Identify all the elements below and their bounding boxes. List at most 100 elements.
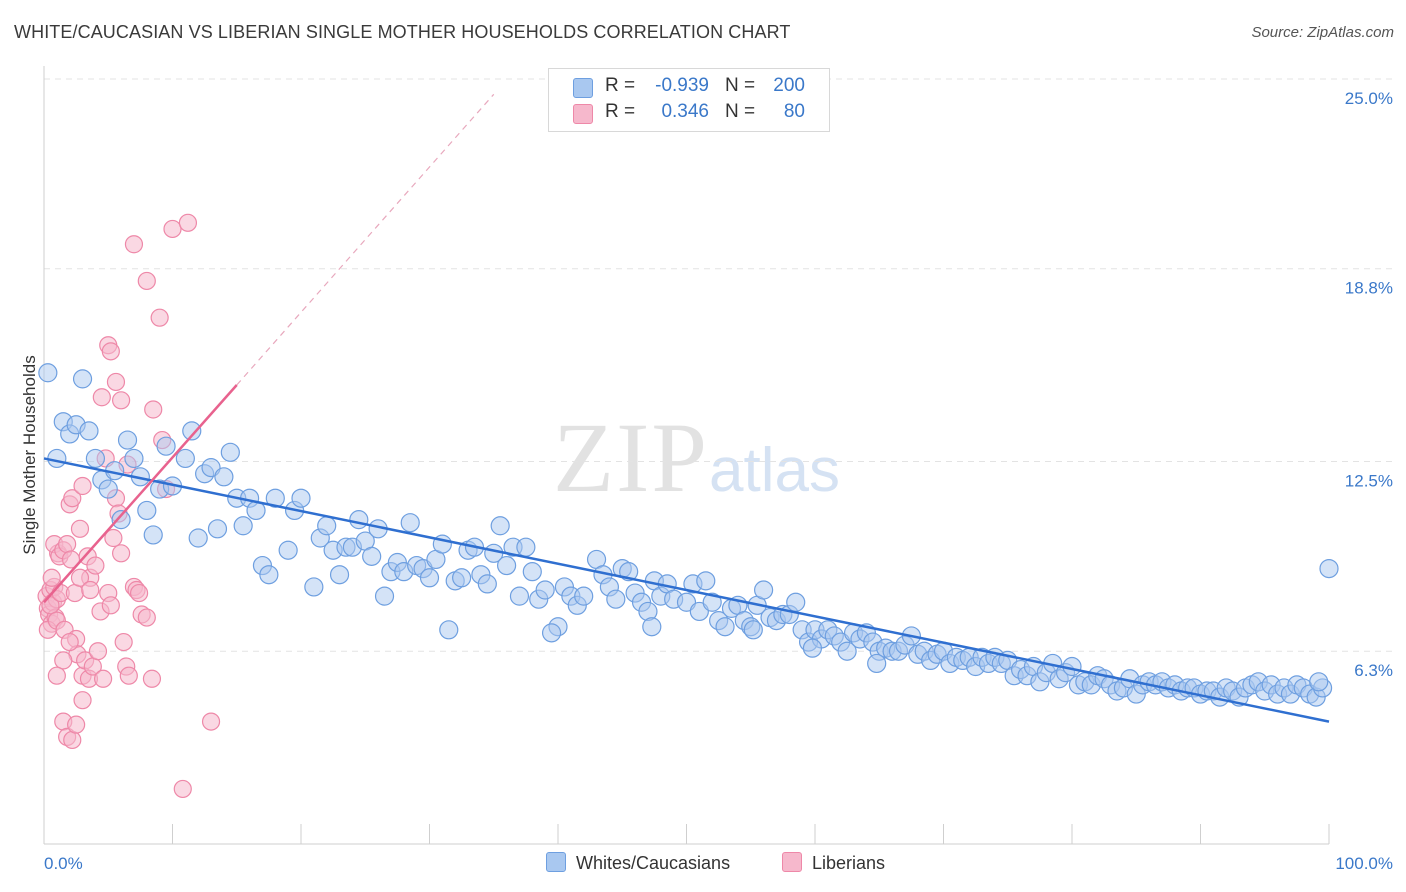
- whites-point: [72, 369, 93, 389]
- liberians-point: [137, 608, 156, 627]
- bottom-legend-label-liberians: Liberians: [812, 853, 886, 873]
- y-tick-label: 18.8%: [1345, 279, 1393, 298]
- watermark: ZIPatlas: [553, 400, 840, 515]
- whites-point: [329, 565, 350, 585]
- legend-r-label: R =: [605, 101, 636, 122]
- legend-r-value: -0.939: [655, 75, 709, 96]
- whites-point: [439, 620, 459, 640]
- whites-point: [1309, 672, 1329, 692]
- legend-n-label: N =: [725, 101, 756, 122]
- chart-title: WHITE/CAUCASIAN VS LIBERIAN SINGLE MOTHE…: [14, 22, 791, 42]
- bottom-legend-whites[interactable]: Whites/Caucasians: [546, 852, 730, 874]
- y-tick-label: 12.5%: [1345, 472, 1393, 491]
- whites-point: [214, 467, 234, 487]
- whites-point: [291, 488, 311, 508]
- legend-n-label: N =: [725, 75, 756, 96]
- whites-point: [38, 363, 58, 383]
- liberians-point: [119, 666, 138, 685]
- legend-swatch-liberians: [573, 104, 593, 124]
- liberians-point: [129, 583, 149, 603]
- whites-point: [79, 421, 99, 441]
- whites-point: [477, 574, 497, 594]
- liberians-point: [114, 632, 133, 652]
- whites-point: [786, 592, 806, 612]
- tick-labels: 6.3% 12.5% 18.8% 25.0%: [1345, 89, 1393, 680]
- liberians-point: [67, 715, 86, 734]
- liberians-point: [70, 519, 90, 538]
- liberians-trend-extension: [236, 93, 495, 386]
- whites-point: [188, 528, 208, 548]
- liberians-point: [101, 596, 120, 615]
- liberians-point: [178, 213, 198, 232]
- source-credit: Source: ZipAtlas.com: [1251, 24, 1394, 41]
- liberians-point: [101, 342, 120, 361]
- liberians-point: [137, 271, 156, 291]
- whites-point: [574, 586, 594, 606]
- liberians-point: [144, 400, 163, 419]
- whites-point: [497, 555, 517, 576]
- x-tick-min: 0.0%: [44, 854, 83, 873]
- whites-point: [304, 577, 324, 597]
- liberians-point: [58, 535, 77, 554]
- whites-point: [400, 513, 420, 533]
- liberians-point: [124, 235, 144, 254]
- whites-points: [38, 363, 1339, 707]
- bottom-legend-swatch-whites: [546, 852, 566, 872]
- whites-point: [175, 448, 195, 469]
- legend-n-value: 200: [773, 75, 805, 96]
- liberians-point: [111, 391, 131, 410]
- whites-point: [265, 488, 285, 508]
- liberians-point: [111, 544, 131, 563]
- whites-point: [541, 623, 562, 643]
- grid-lines: [44, 78, 1393, 652]
- whites-point: [349, 510, 369, 530]
- whites-point: [137, 500, 157, 521]
- whites-point: [490, 516, 510, 536]
- liberians-point: [65, 583, 84, 603]
- bottom-legend-label-whites: Whites/Caucasians: [576, 853, 731, 873]
- liberians-point: [54, 651, 73, 670]
- liberians-point: [104, 528, 123, 548]
- liberians-point: [142, 669, 162, 688]
- whites-point: [702, 592, 722, 612]
- liberians-point: [163, 219, 182, 239]
- liberians-point: [42, 568, 61, 587]
- whites-point: [156, 436, 176, 456]
- liberians-trend-line: [43, 384, 238, 604]
- liberians-point: [63, 730, 82, 750]
- whites-point: [47, 448, 67, 469]
- liberians-point: [88, 642, 108, 661]
- whites-point: [317, 516, 337, 536]
- whites-point: [509, 586, 530, 606]
- whites-point: [362, 546, 382, 566]
- correlation-legend: R = -0.939 N = 200 R = 0.346 N = 80: [548, 68, 830, 132]
- whites-point: [233, 516, 253, 536]
- liberians-point: [73, 476, 92, 496]
- bottom-legend-liberians[interactable]: Liberians: [782, 852, 885, 874]
- watermark-atlas: atlas: [709, 436, 840, 505]
- liberians-point: [60, 632, 79, 652]
- liberians-point: [150, 308, 169, 327]
- legend-r-label: R =: [605, 75, 636, 96]
- whites-point: [753, 580, 774, 600]
- whites-point: [837, 641, 857, 661]
- whites-point: [535, 580, 555, 600]
- liberians-point: [106, 372, 126, 392]
- bottom-legend-swatch-liberians: [782, 852, 802, 872]
- y-tick-label: 25.0%: [1345, 89, 1393, 108]
- whites-point: [696, 571, 716, 591]
- whites-point: [867, 653, 887, 674]
- x-tick-max: 100.0%: [1335, 854, 1393, 873]
- liberians-point: [201, 712, 221, 731]
- legend-swatch-whites: [573, 78, 593, 98]
- whites-point: [606, 589, 626, 609]
- axes: [43, 66, 1330, 845]
- whites-point: [182, 421, 202, 441]
- liberians-point: [86, 556, 105, 575]
- whites-point: [802, 638, 823, 658]
- liberians-point: [73, 691, 92, 710]
- liberians-point: [94, 669, 113, 688]
- whites-point: [452, 568, 472, 588]
- whites-point: [143, 525, 163, 545]
- whites-point: [259, 565, 279, 585]
